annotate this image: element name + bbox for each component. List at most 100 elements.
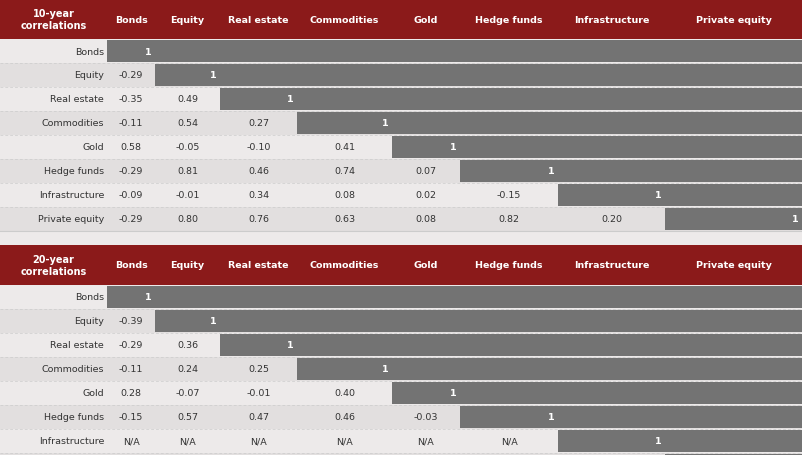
Bar [0,245,802,285]
Text: 1: 1 [549,413,555,422]
Bar [107,41,802,63]
Text: Equity: Equity [171,261,205,270]
Bar [220,89,802,111]
Bar [0,381,802,405]
Text: 0.49: 0.49 [177,95,198,104]
Bar [558,430,802,452]
Text: 1: 1 [655,436,662,445]
Bar [107,286,802,308]
Text: Private equity: Private equity [695,261,772,270]
Text: 0.74: 0.74 [334,167,355,176]
Bar [0,184,802,207]
Text: 1: 1 [145,293,152,302]
Text: Equity: Equity [74,71,104,81]
Text: -0.01: -0.01 [176,191,200,200]
Text: 0.80: 0.80 [177,215,198,224]
Text: Gold: Gold [83,389,104,398]
Bar [0,429,802,453]
Text: N/A: N/A [179,436,196,445]
Text: -0.15: -0.15 [119,413,144,422]
Text: Real estate: Real estate [229,15,289,25]
Bar [392,136,802,159]
Text: -0.10: -0.10 [246,143,271,152]
Text: 1: 1 [383,119,389,128]
Bar [0,0,802,40]
Bar [0,405,802,429]
Text: 0.58: 0.58 [120,143,141,152]
Text: Private equity: Private equity [695,15,772,25]
Bar [297,113,802,135]
Text: Commodities: Commodities [310,261,379,270]
Text: Infrastructure: Infrastructure [38,436,104,445]
Text: 10-year
correlations: 10-year correlations [20,9,87,31]
Text: -0.11: -0.11 [119,119,144,128]
Text: -0.35: -0.35 [119,95,144,104]
Text: 1: 1 [792,215,799,224]
Bar [0,207,802,232]
Text: -0.15: -0.15 [496,191,521,200]
Text: 0.47: 0.47 [248,413,269,422]
Text: 0.81: 0.81 [177,167,198,176]
Text: 0.76: 0.76 [248,215,269,224]
Text: 1: 1 [451,143,457,152]
Bar [460,161,802,182]
Bar [0,88,802,112]
Text: Private equity: Private equity [38,215,104,224]
Bar [297,358,802,380]
Text: N/A: N/A [500,436,517,445]
Text: 1: 1 [287,341,294,350]
Bar [0,64,802,88]
Text: N/A: N/A [418,436,435,445]
Text: 0.08: 0.08 [415,215,436,224]
Text: Commodities: Commodities [310,15,379,25]
Bar [0,357,802,381]
Bar [155,310,802,332]
Bar [0,285,802,309]
Text: Bonds: Bonds [75,293,104,302]
Bar [665,208,802,231]
Text: Gold: Gold [83,143,104,152]
Text: 0.27: 0.27 [248,119,269,128]
Text: 0.25: 0.25 [248,365,269,374]
Text: 0.63: 0.63 [334,215,355,224]
Text: N/A: N/A [123,436,140,445]
Text: Equity: Equity [74,317,104,326]
Text: Hedge funds: Hedge funds [44,413,104,422]
Text: 20-year
correlations: 20-year correlations [20,255,87,276]
Text: Gold: Gold [414,15,438,25]
Text: 1: 1 [287,95,294,104]
Bar [0,309,802,333]
Text: 1: 1 [210,71,217,81]
Text: Commodities: Commodities [42,119,104,128]
Text: 0.07: 0.07 [415,167,436,176]
Text: 0.41: 0.41 [334,143,355,152]
Text: -0.29: -0.29 [119,71,144,81]
Text: 0.28: 0.28 [120,389,141,398]
Text: Infrastructure: Infrastructure [573,261,649,270]
Text: -0.03: -0.03 [414,413,438,422]
Text: Gold: Gold [414,261,438,270]
Text: -0.39: -0.39 [119,317,144,326]
Text: Hedge funds: Hedge funds [476,261,543,270]
Text: -0.07: -0.07 [176,389,200,398]
Text: 0.08: 0.08 [334,191,355,200]
Text: 0.46: 0.46 [248,167,269,176]
Text: Real estate: Real estate [51,95,104,104]
Text: -0.11: -0.11 [119,365,144,374]
Bar [558,185,802,207]
Bar [220,334,802,356]
Bar [0,136,802,160]
Text: 0.54: 0.54 [177,119,198,128]
Text: Hedge funds: Hedge funds [44,167,104,176]
Text: 0.46: 0.46 [334,413,355,422]
Text: 0.20: 0.20 [601,215,622,224]
Text: 1: 1 [451,389,457,398]
Text: 1: 1 [655,191,662,200]
Text: 1: 1 [210,317,217,326]
Text: -0.29: -0.29 [119,341,144,350]
Bar [665,454,802,455]
Text: 0.40: 0.40 [334,389,355,398]
Text: 0.02: 0.02 [415,191,436,200]
Text: 1: 1 [383,365,389,374]
Text: Bonds: Bonds [115,15,148,25]
